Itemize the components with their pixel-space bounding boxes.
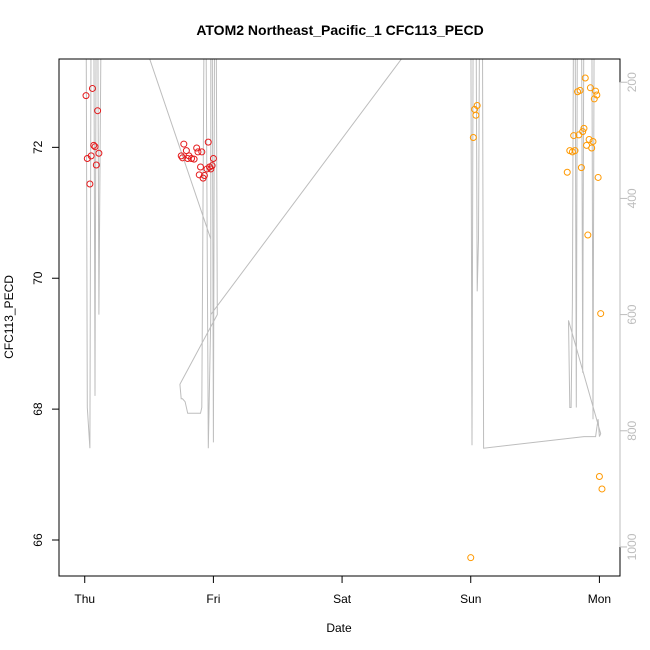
right-tick-label: 800 [625, 420, 639, 440]
data-point-1 [588, 144, 596, 152]
data-point-1 [586, 84, 594, 92]
data-point-0 [86, 180, 94, 188]
data-point-0 [193, 144, 201, 152]
data-point-0 [82, 92, 90, 100]
x-tick-label: Fri [206, 592, 220, 606]
chart-title: ATOM2 Northeast_Pacific_1 CFC113_PECD [196, 22, 483, 38]
data-point-1 [570, 132, 578, 140]
data-point-0 [88, 84, 96, 92]
data-point-1 [584, 231, 592, 239]
data-point-1 [577, 164, 585, 172]
data-point-1 [597, 310, 605, 318]
data-point-1 [581, 74, 589, 82]
data-point-0 [194, 148, 202, 156]
data-point-1 [472, 111, 480, 119]
data-point-0 [87, 152, 95, 160]
data-point-0 [204, 138, 212, 146]
data-point-0 [92, 161, 100, 169]
data-point-0 [207, 165, 215, 173]
data-point-1 [473, 101, 481, 109]
data-point-1 [598, 485, 606, 493]
data-point-1 [592, 87, 600, 95]
data-point-0 [197, 163, 205, 171]
data-point-1 [467, 554, 475, 562]
x-tick-label: Sat [333, 592, 352, 606]
x-axis-label: Date [326, 621, 352, 635]
data-point-0 [180, 140, 188, 148]
data-point-0 [91, 143, 99, 151]
y-axis-label: CFC113_PECD [2, 275, 16, 359]
x-tick-label: Sun [460, 592, 481, 606]
data-point-1 [579, 128, 587, 136]
data-point-0 [208, 162, 216, 170]
data-point-0 [177, 152, 185, 160]
right-tick-label: 200 [625, 72, 639, 92]
y-tick-label: 68 [31, 402, 45, 416]
right-tick-label: 600 [625, 304, 639, 324]
right-tick-label: 1000 [625, 533, 639, 560]
data-point-1 [563, 168, 571, 176]
axes-layer: Thu Fri Sat Sun Mon 66 68 70 72 200 400 600 800 1000 [31, 58, 639, 606]
y-tick-label: 72 [31, 140, 45, 154]
x-tick-label: Mon [588, 592, 611, 606]
x-tick-label: Thu [74, 592, 95, 606]
data-point-0 [200, 171, 208, 179]
data-point-1 [571, 147, 579, 155]
data-point-0 [95, 149, 103, 157]
data-point-1 [594, 173, 602, 181]
data-point-0 [198, 148, 206, 156]
data-point-1 [595, 473, 603, 481]
y-tick-label: 70 [31, 271, 45, 285]
data-point-1 [580, 124, 588, 132]
right-tick-label: 400 [625, 188, 639, 208]
y-tick-label: 66 [31, 533, 45, 547]
data-point-1 [593, 91, 601, 99]
depth-profile-layer [85, 59, 602, 449]
data-point-0 [90, 141, 98, 149]
data-point-1 [589, 137, 597, 145]
data-point-0 [190, 155, 198, 163]
depth-profile-line [85, 59, 602, 449]
data-point-1 [585, 135, 593, 143]
data-point-1 [576, 86, 584, 94]
data-point-0 [179, 154, 187, 162]
data-points-layer [82, 74, 606, 562]
data-point-0 [94, 107, 102, 115]
plot-frame [58, 58, 621, 577]
data-point-0 [209, 154, 217, 162]
data-point-1 [469, 134, 477, 142]
